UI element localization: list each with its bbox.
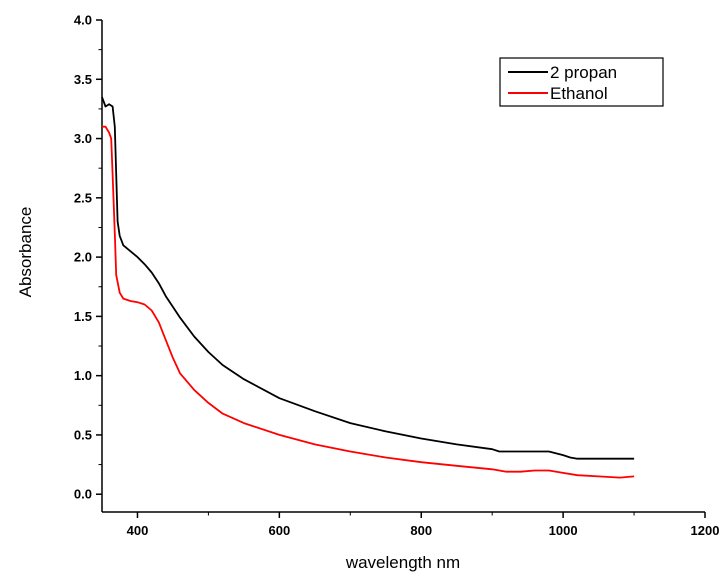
y-tick-label: 3.5 xyxy=(74,72,92,87)
y-tick-label: 1.5 xyxy=(74,309,92,324)
legend-label: Ethanol xyxy=(550,84,608,103)
y-tick-label: 4.0 xyxy=(74,13,92,28)
y-tick-label: 0.0 xyxy=(74,487,92,502)
y-tick-label: 1.0 xyxy=(74,368,92,383)
x-axis-title: wavelength nm xyxy=(345,553,460,572)
x-tick-label: 400 xyxy=(127,523,149,538)
series-line-2 xyxy=(102,125,635,479)
axes: 0.0 0.5 1.0 1.5 2.0 2.5 3.0 3.5 4.0 400 600 800 1000… xyxy=(74,13,720,539)
legend-box xyxy=(499,57,664,107)
y-tick-label: 2.0 xyxy=(74,250,92,265)
y-tick-label: 3.0 xyxy=(74,131,92,146)
x-tick-label: 600 xyxy=(269,523,291,538)
x-tick-label: 1000 xyxy=(549,523,578,538)
legend: 2 propan Ethanol xyxy=(499,57,664,107)
y-tick-label: 0.5 xyxy=(74,427,92,442)
legend-label: 2 propan xyxy=(550,63,617,82)
y-axis-title: Absorbance xyxy=(16,207,35,298)
x-tick-label: 1200 xyxy=(691,523,720,538)
y-tick-label: 2.5 xyxy=(74,190,92,205)
x-tick-label: 800 xyxy=(410,523,432,538)
plot-area xyxy=(101,96,635,479)
series-line-1 xyxy=(101,96,635,460)
